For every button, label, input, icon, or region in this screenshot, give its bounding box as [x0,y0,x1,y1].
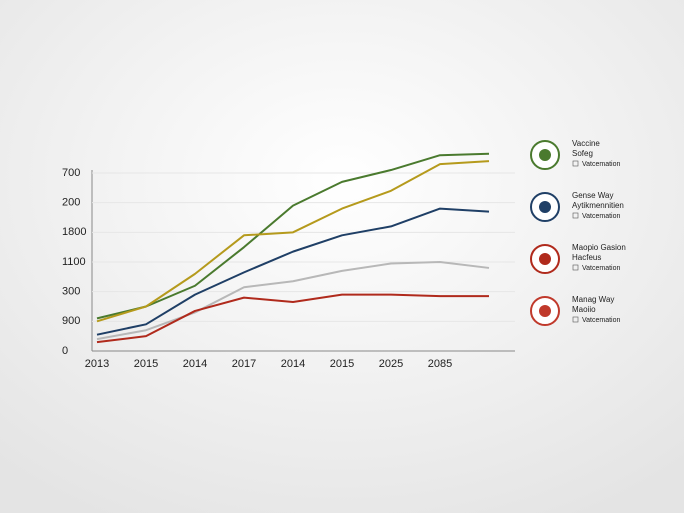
legend-note: Vatcemation [582,317,620,324]
x-tick-label: 2015 [134,358,158,370]
legend-checkbox [572,264,579,271]
legend-subtitle: Maoiio [572,305,596,314]
x-tick-label: 2013 [85,358,109,370]
legend-note: Vatcemation [582,161,620,168]
x-tick-label: 2014 [281,358,305,370]
series-line [96,293,489,344]
legend-icon-core [539,253,551,265]
x-tick-label: 2025 [379,358,403,370]
legend-title: Vaccine [572,139,600,148]
x-tick-label: 2015 [330,358,354,370]
x-tick-label: 2085 [428,358,452,370]
legend-subtitle: Sofeg [572,149,593,158]
series-line [96,160,490,323]
legend-subtitle: Hacfeus [572,253,601,262]
legend-checkbox [572,316,579,323]
legend-icon-core [539,201,551,213]
series-line [96,152,490,320]
legend-icon-core [539,305,551,317]
legend-note: Vatcemation [582,265,620,272]
y-tick-label: 0 [62,345,68,357]
legend-title: Gense Way [572,191,614,200]
series-line [96,207,490,336]
legend-subtitle: Aytikmennitien [572,201,624,210]
legend-title: Maopio Gasion [572,243,626,252]
x-tick-label: 2017 [232,358,256,370]
series-line [96,261,490,341]
legend-title: Manag Way [572,295,614,304]
legend-note: Vatcemation [582,213,620,220]
x-tick-label: 2014 [183,358,207,370]
y-tick-label: 300 [62,286,80,298]
legend-checkbox [572,160,579,167]
legend-icon-core [539,149,551,161]
legend-checkbox [572,212,579,219]
y-tick-label: 700 [62,167,80,179]
y-tick-label: 1800 [62,226,86,238]
y-tick-label: 1100 [62,256,86,268]
y-tick-label: 900 [62,315,80,327]
y-tick-label: 200 [62,197,80,209]
